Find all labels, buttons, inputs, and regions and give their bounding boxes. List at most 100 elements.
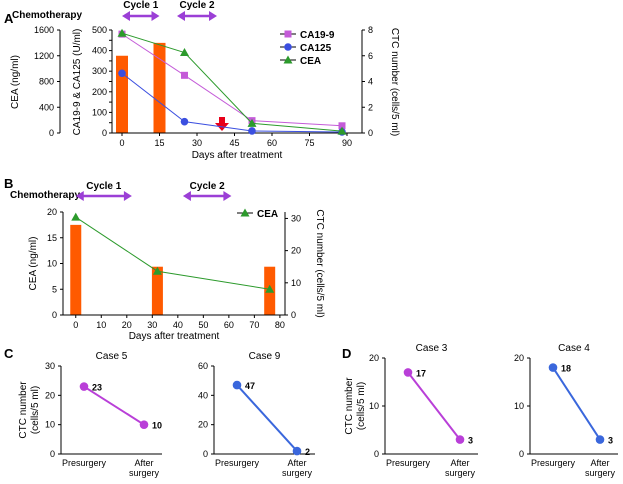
y-tick-label-ctc: 20 [291,246,301,256]
cycle-arrow-1 [75,191,132,201]
cycle-arrow-head [122,11,130,21]
x-category-label: surgery [445,468,476,478]
x-axis-label: Days after treatment [192,150,283,161]
x-axis-label: Days after treatment [129,331,220,342]
data-point [292,446,302,456]
y-tick-label-ca: 0 [102,128,107,138]
x-tick-label: 30 [192,138,202,148]
data-point-cea [117,28,127,37]
y-tick-label-cea: 800 [39,77,54,87]
y-tick-label: 20 [369,353,379,363]
chemotherapy-label: Chemotherapy [12,10,82,21]
data-label: 2 [305,447,310,457]
x-tick-label: 0 [73,320,78,330]
data-point [403,368,413,377]
cycle-arrow-2 [182,191,232,201]
ctc-bar [70,224,82,315]
data-point-cea [152,266,162,275]
y-tick-label-ctc: 2 [368,102,373,112]
y-tick-label-ctc: 8 [368,25,373,35]
x-tick-label: 40 [173,320,183,330]
legend-label: CA19-9 [300,30,335,41]
cycle-arrow-head [123,191,132,201]
cycle-arrow-head [209,11,217,21]
y-tick-label-cea: 0 [49,128,54,138]
y-tick-label: 0 [519,449,524,459]
cycle-arrow-1 [122,11,160,21]
data-point [548,363,558,372]
data-label: 23 [92,383,102,393]
chemotherapy-label: Chemotherapy [10,190,80,201]
series-line-ca125 [121,72,343,133]
cycle-label-2: Cycle 2 [190,181,225,192]
x-tick-label: 45 [229,138,239,148]
legend-marker [240,208,250,217]
x-tick-label: 60 [224,320,234,330]
x-tick-label: 90 [342,138,352,148]
legend-marker [283,55,293,64]
cycle-label-1: Cycle 1 [86,181,121,192]
y-axis-label: (cells/5 ml) [30,386,41,434]
panel-letter-a: A [4,11,14,26]
data-label: 10 [152,421,162,431]
case-line [552,367,601,441]
x-tick-label: 20 [122,320,132,330]
cycle-arrow-head [182,191,191,201]
y-tick-label-ctc: 6 [368,51,373,61]
case-line [407,371,461,441]
y-axis-label-ctc: CTC number (cells/5 ml) [314,209,325,317]
x-category-label: After [590,458,609,468]
data-point-ca199 [338,122,346,130]
data-label: 17 [416,368,426,378]
case-line [83,385,145,426]
legend-marker [284,30,292,38]
data-point-cea [247,118,257,127]
y-tick-label-ca: 200 [92,87,107,97]
event-arrow [215,117,229,131]
data-point-ca125 [180,117,189,126]
case-title: Case 4 [558,343,590,354]
y-tick-label-ctc: 4 [368,77,373,87]
data-point-ca125 [118,69,126,78]
x-tick-label: 70 [249,320,259,330]
y-tick-label: 20 [198,420,208,430]
y-tick-label-cea: 1200 [34,51,54,61]
y-tick-label: 0 [203,449,208,459]
x-category-label: surgery [282,468,313,478]
y-tick-label-cea: 0 [52,310,57,320]
ctc-bar [116,55,128,133]
y-axis-label: CTC number [344,377,355,435]
x-tick-label: 30 [147,320,157,330]
y-axis-label-ca: CA19-9 & CA125 (U/ml) [72,29,83,136]
x-tick-label: 10 [96,320,106,330]
data-point [139,420,149,429]
series-line-ca199 [121,33,343,127]
x-category-label: Presurgery [531,458,576,468]
data-label: 47 [245,381,255,391]
x-tick-label: 75 [304,138,314,148]
y-tick-label: 0 [50,449,55,459]
y-tick-label: 10 [369,401,379,411]
y-tick-label-ca: 300 [92,66,107,76]
data-point-ca125 [248,127,256,135]
x-category-label: After [450,458,469,468]
legend-label: CEA [300,56,321,67]
x-tick-label: 15 [154,138,164,148]
data-point [79,382,89,391]
y-tick-label-ctc: 30 [291,213,301,223]
y-axis-label: (cells/5 ml) [356,382,367,430]
cycle-label-1: Cycle 1 [123,0,158,11]
y-tick-label: 10 [45,420,55,430]
y-tick-label-ctc: 10 [291,278,301,288]
cycle-arrow-2 [177,11,217,21]
x-category-label: Presurgery [215,458,260,468]
y-tick-label: 0 [374,449,379,459]
y-tick-label-cea: 5 [52,284,57,294]
ctc-bar [151,266,163,315]
y-tick-label: 20 [45,390,55,400]
y-axis-label-cea: CEA (ng/ml) [10,55,21,109]
y-tick-label-ctc: 0 [368,128,373,138]
panel-letter-b: B [4,176,13,191]
x-tick-label: 60 [267,138,277,148]
